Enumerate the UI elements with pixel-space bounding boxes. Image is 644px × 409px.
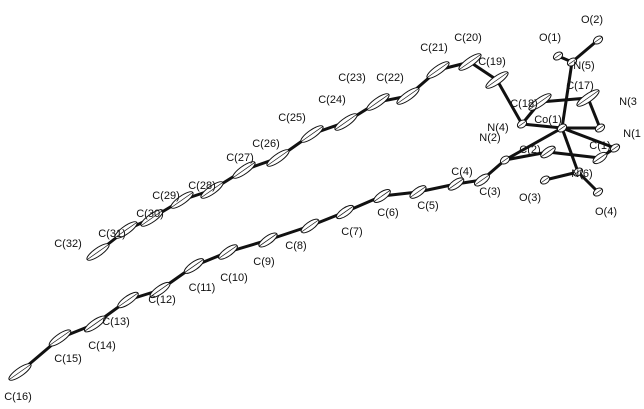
atom-label: C(9) <box>253 256 274 268</box>
atom-label: O(3) <box>519 192 541 204</box>
atom-label: O(2) <box>581 14 603 26</box>
atoms <box>7 34 621 383</box>
atom-label: C(15) <box>54 353 82 365</box>
atom-label: N(1 <box>623 128 641 140</box>
atom-label: C(2) <box>519 144 540 156</box>
atom <box>182 256 205 276</box>
atom-label: C(10) <box>220 272 248 284</box>
bond <box>562 62 572 128</box>
labels: C(1) C(2) C(3) C(4) C(5) C(6) C(7) C(8) C(9) C(10… <box>4 14 641 403</box>
atom-label: C(14) <box>88 340 116 352</box>
atom-label: C(29) <box>152 190 180 202</box>
atom-label: C(22) <box>376 72 404 84</box>
atom <box>552 50 564 61</box>
atom <box>257 231 279 250</box>
atom-label: N(5) <box>573 60 594 72</box>
atom-label: C(20) <box>454 32 482 44</box>
atom-label: O(1) <box>539 32 561 44</box>
atom-label: C(21) <box>420 42 448 54</box>
atom-label: C(8) <box>285 240 306 252</box>
atom <box>539 174 551 185</box>
atom-label: C(32) <box>54 238 82 250</box>
atom-label: C(27) <box>226 152 254 164</box>
atom-label: C(16) <box>4 391 32 403</box>
atom <box>299 123 325 145</box>
atom <box>299 217 321 236</box>
atom-label: C(13) <box>102 316 130 328</box>
atom-label: C(7) <box>341 226 362 238</box>
atom <box>591 150 609 166</box>
atom <box>395 85 421 107</box>
atom-label: C(11) <box>189 282 216 294</box>
atom-label: C(1) <box>589 140 610 152</box>
atom-label: N(3 <box>619 96 637 108</box>
atom <box>365 91 391 113</box>
atom-label: C(30) <box>136 208 164 220</box>
atom <box>334 203 355 221</box>
atom <box>425 59 451 81</box>
atom-label: C(5) <box>417 200 438 212</box>
atom-label: C(4) <box>451 166 472 178</box>
bond <box>588 98 600 128</box>
atom <box>217 242 240 261</box>
molecule-diagram: C(1) C(2) C(3) C(4) C(5) C(6) C(7) C(8) C(9) C(10… <box>0 0 644 409</box>
atom-label: C(19) <box>478 56 506 68</box>
atom-label: C(28) <box>188 180 216 192</box>
atom <box>116 290 141 311</box>
atom-label: C(24) <box>318 94 346 106</box>
atom <box>85 241 111 263</box>
atom <box>47 327 73 348</box>
atom-label: N(6) <box>571 168 592 180</box>
atom <box>594 122 606 133</box>
atom-label: C(18) <box>510 98 538 110</box>
atom-label: C(3) <box>479 186 500 198</box>
atom-label: C(17) <box>566 80 594 92</box>
atom-label: O(4) <box>595 206 617 218</box>
atom <box>7 361 33 383</box>
atom-label: C(6) <box>377 207 398 219</box>
atom-label: C(12) <box>148 294 176 306</box>
atom-label: N(4) <box>487 122 508 134</box>
atom <box>265 147 291 169</box>
atom-label: Co(1) <box>534 114 562 126</box>
atom-label: C(25) <box>278 112 306 124</box>
atom-label: C(26) <box>252 138 280 150</box>
atom <box>333 111 359 133</box>
atom-label: C(23) <box>338 72 366 84</box>
atom-label: C(31) <box>98 228 126 240</box>
